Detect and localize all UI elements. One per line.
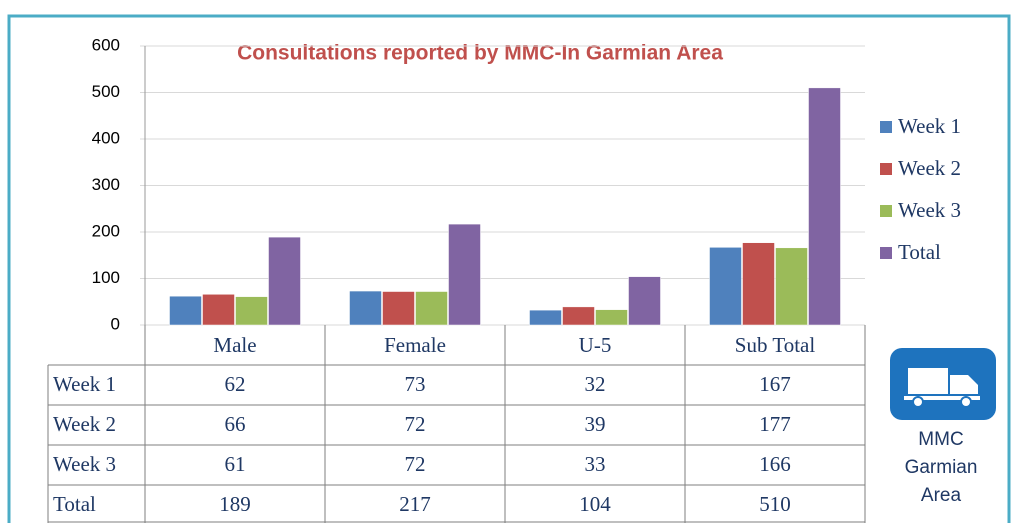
legend-label: Week 1 <box>898 114 961 138</box>
logo <box>890 348 996 420</box>
bar <box>382 291 415 326</box>
table-cell: 177 <box>759 412 791 436</box>
y-tick-label: 500 <box>92 82 120 101</box>
bar <box>595 309 628 326</box>
bar <box>808 87 841 326</box>
legend-swatch <box>880 205 892 217</box>
bar <box>448 223 481 326</box>
y-tick-label: 200 <box>92 221 120 240</box>
logo-text: MMC <box>918 429 963 450</box>
table-row-label: Total <box>53 492 96 516</box>
bar <box>235 296 268 326</box>
legend-label: Week 3 <box>898 198 961 222</box>
logo-wheel <box>912 396 924 408</box>
logo-cab <box>950 375 978 394</box>
table-cell: 104 <box>579 492 611 516</box>
table-cell: 66 <box>225 412 246 436</box>
x-tick-label: U-5 <box>579 333 612 357</box>
x-tick-label: Male <box>213 333 256 357</box>
bar <box>268 236 301 326</box>
legend-swatch <box>880 121 892 133</box>
logo-wheel <box>960 396 972 408</box>
bar <box>415 291 448 326</box>
table-cell: 166 <box>759 452 791 476</box>
logo-truck <box>908 368 948 394</box>
table-cell: 510 <box>759 492 791 516</box>
x-tick-label: Female <box>384 333 446 357</box>
bar <box>562 306 595 326</box>
table-cell: 33 <box>585 452 606 476</box>
y-tick-label: 300 <box>92 175 120 194</box>
table-cell: 167 <box>759 372 791 396</box>
logo-text: Area <box>921 485 962 506</box>
table-cell: 72 <box>405 412 426 436</box>
legend-swatch <box>880 247 892 259</box>
y-tick-label: 0 <box>111 314 120 333</box>
table-cell: 72 <box>405 452 426 476</box>
bar <box>349 290 382 326</box>
bar <box>628 276 661 326</box>
table-row-label: Week 3 <box>53 452 116 476</box>
bar <box>202 294 235 326</box>
table-cell: 39 <box>585 412 606 436</box>
bar <box>529 309 562 326</box>
table-cell: 62 <box>225 372 246 396</box>
legend-label: Week 2 <box>898 156 961 180</box>
y-tick-label: 600 <box>92 35 120 54</box>
table-cell: 189 <box>219 492 251 516</box>
legend-label: Total <box>898 240 941 264</box>
logo-chassis <box>904 396 980 400</box>
bar <box>742 242 775 326</box>
table-cell: 73 <box>405 372 426 396</box>
y-tick-label: 100 <box>92 268 120 287</box>
chart-title: Consultations reported by MMC-In Garmian… <box>237 42 723 65</box>
legend-swatch <box>880 163 892 175</box>
table-row-label: Week 2 <box>53 412 116 436</box>
bar <box>169 295 202 326</box>
table-row-label: Week 1 <box>53 372 116 396</box>
table-cell: 217 <box>399 492 431 516</box>
table-cell: 61 <box>225 452 246 476</box>
table-cell: 32 <box>585 372 606 396</box>
frame <box>7 14 1011 523</box>
bar <box>709 247 742 326</box>
y-tick-label: 400 <box>92 128 120 147</box>
logo-text: Garmian <box>905 457 978 478</box>
x-tick-label: Sub Total <box>735 333 816 357</box>
bar <box>775 247 808 326</box>
